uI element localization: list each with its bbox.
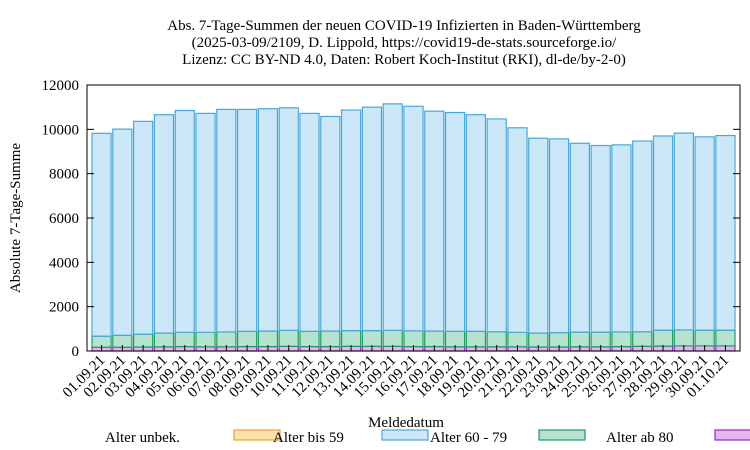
bar-alter-bis-59-24.09.21 [569, 142, 591, 333]
bar-alter-60-79-11.09.21 [299, 330, 320, 348]
legend-swatch [233, 429, 281, 441]
bar-alter-bis-59-01.09.21 [91, 132, 112, 337]
bar-alter-bis-59-03.09.21 [132, 120, 154, 335]
bar-alter-60-79-18.09.21 [444, 330, 466, 348]
y-tick-label: 2000 [49, 300, 79, 316]
bar-alter-bis-59-07.09.21 [216, 108, 237, 333]
bar-alter-60-79-08.09.21 [236, 330, 258, 348]
legend-item-alter-60-79: Alter 60 - 79 [430, 429, 586, 446]
bar-alter-bis-59-18.09.21 [444, 111, 466, 332]
bar-alter-60-79-10.09.21 [278, 329, 299, 347]
y-tick-label: 4000 [49, 255, 79, 271]
bar-alter-bis-59-26.09.21 [611, 144, 632, 333]
bar-alter-bis-59-25.09.21 [590, 144, 611, 333]
bar-alter-bis-59-30.09.21 [694, 136, 715, 331]
bar-alter-60-79-12.09.21 [320, 330, 341, 348]
bar-alter-60-79-23.09.21 [548, 332, 570, 348]
y-tick-label: 12000 [42, 78, 80, 94]
bar-alter-60-79-06.09.21 [195, 331, 216, 348]
bar-alter-bis-59-27.09.21 [632, 140, 653, 333]
bar-alter-60-79-13.09.21 [340, 330, 362, 347]
legend-swatch [381, 429, 429, 441]
bar-alter-bis-59-13.09.21 [340, 109, 362, 332]
bar-alter-bis-59-04.09.21 [153, 114, 175, 334]
bar-alter-bis-59-08.09.21 [236, 108, 258, 332]
bar-alter-bis-59-23.09.21 [548, 138, 570, 334]
bar-alter-60-79-25.09.21 [590, 331, 611, 348]
bar-alter-60-79-14.09.21 [361, 330, 383, 347]
chart-title-line-3: Lizenz: CC BY-ND 4.0, Daten: Robert Koch… [182, 52, 626, 68]
legend-item-alter-ab-80: Alter ab 80 [606, 429, 750, 446]
legend: Alter unbek. Alter bis 59 Alter 60 - 79 Alt… [105, 429, 750, 446]
y-tick-label: 10000 [42, 122, 80, 138]
bar-alter-60-79-22.09.21 [528, 332, 549, 348]
bar-alter-60-79-04.09.21 [153, 332, 175, 348]
bar-alter-60-79-26.09.21 [611, 331, 632, 348]
bar-alter-60-79-07.09.21 [216, 331, 237, 348]
bar-alter-60-79-28.09.21 [652, 329, 674, 347]
legend-label: Alter 60 - 79 [430, 430, 507, 446]
bar-alter-60-79-17.09.21 [424, 330, 445, 348]
bar-alter-bis-59-16.09.21 [403, 105, 424, 332]
y-tick-label: 8000 [49, 167, 79, 183]
legend-label: Alter ab 80 [606, 430, 673, 446]
chart-title-line-1: Abs. 7-Tage-Summen der neuen COVID-19 In… [167, 18, 641, 34]
legend-item-alter-bis-59: Alter bis 59 [273, 429, 429, 446]
bar-alter-60-79-09.09.21 [257, 330, 279, 348]
bar-alter-60-79-24.09.21 [569, 331, 591, 348]
bar-alter-bis-59-12.09.21 [320, 115, 341, 332]
bar-alter-bis-59-22.09.21 [528, 137, 549, 334]
legend-label: Alter bis 59 [273, 430, 344, 446]
y-tick-label: 0 [72, 344, 80, 360]
bar-alter-bis-59-06.09.21 [195, 112, 216, 333]
bar-alter-bis-59-20.09.21 [486, 118, 507, 333]
chart-title: Abs. 7-Tage-Summen der neuen COVID-19 In… [167, 18, 641, 68]
bar-alter-60-79-20.09.21 [486, 331, 507, 348]
bar-alter-bis-59-01.10.21 [715, 134, 736, 331]
legend-swatch [538, 429, 586, 441]
y-axis-label: Absolute 7-Tage-Summe [8, 143, 24, 294]
bar-alter-bis-59-02.09.21 [112, 128, 133, 336]
y-tick-label: 6000 [49, 211, 79, 227]
bar-alter-bis-59-15.09.21 [382, 103, 403, 331]
bar-alter-bis-59-10.09.21 [278, 107, 299, 331]
bar-alter-bis-59-11.09.21 [299, 112, 320, 332]
bar-alter-60-79-05.09.21 [174, 331, 195, 348]
bar-alter-bis-59-17.09.21 [424, 110, 445, 332]
plot-area: 02000400060008000100001200001.09.2102.09… [42, 78, 741, 401]
legend-item-alter-unbek: Alter unbek. [105, 429, 281, 446]
bar-alter-bis-59-21.09.21 [507, 127, 528, 333]
bar-alter-60-79-27.09.21 [632, 331, 653, 347]
bar-alter-bis-59-28.09.21 [652, 135, 674, 331]
legend-swatch [714, 429, 750, 441]
bar-alter-bis-59-14.09.21 [361, 106, 383, 332]
bar-alter-bis-59-29.09.21 [673, 132, 695, 331]
bar-alter-60-79-19.09.21 [465, 330, 487, 348]
legend-label: Alter unbek. [105, 430, 180, 446]
bar-alter-60-79-21.09.21 [507, 331, 528, 348]
bar-alter-60-79-16.09.21 [403, 330, 424, 348]
bar-alter-bis-59-19.09.21 [465, 114, 487, 332]
bar-alter-60-79-30.09.21 [694, 329, 715, 347]
x-axis-label: Meldedatum [368, 415, 444, 431]
bar-alter-60-79-29.09.21 [673, 329, 695, 347]
bar-alter-60-79-01.10.21 [715, 329, 736, 347]
bar-alter-bis-59-09.09.21 [257, 108, 279, 332]
bar-alter-60-79-15.09.21 [382, 329, 403, 347]
bar-alter-bis-59-05.09.21 [174, 109, 195, 333]
chart-title-line-2: (2025-03-09/2109, D. Lippold, https://co… [192, 35, 617, 51]
